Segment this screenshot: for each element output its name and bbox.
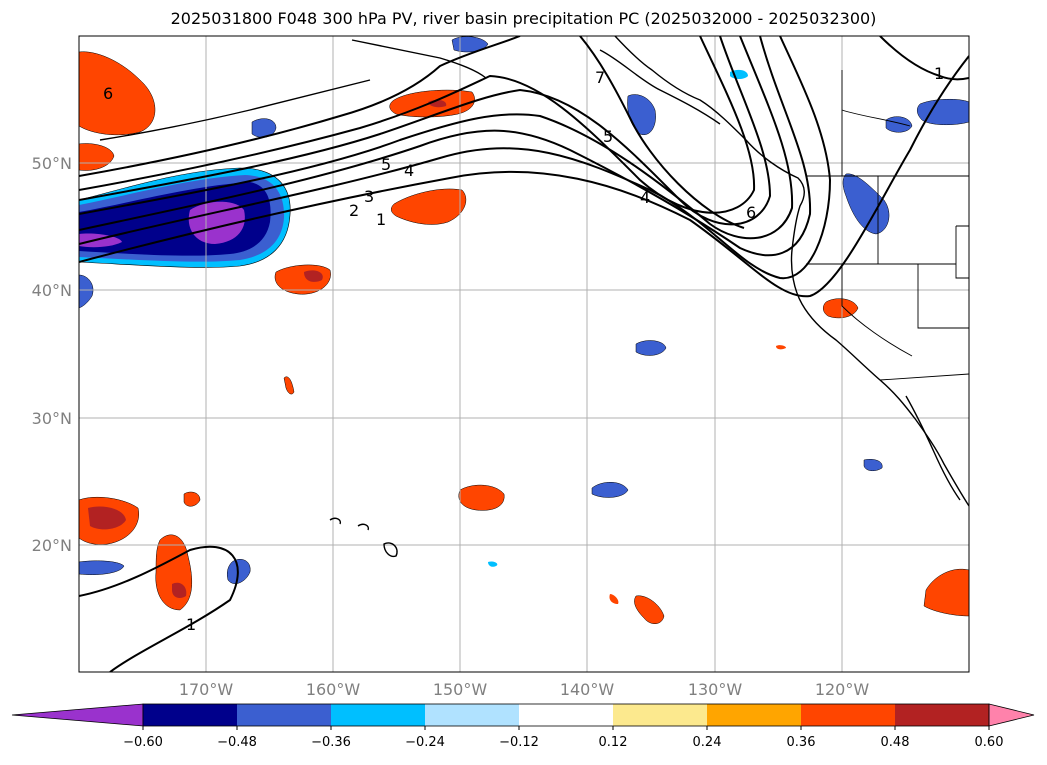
- pv-contour-7: [79, 36, 521, 177]
- colorbar-segment: [895, 704, 990, 726]
- colorbar-tick-label: 0.12: [599, 735, 628, 750]
- lon-label: 160°W: [306, 680, 361, 699]
- aleutians: [99, 79, 371, 141]
- colorbar-tick-label: 0.60: [975, 735, 1004, 750]
- colorbar-extend-max: [988, 703, 1035, 727]
- colorbar-tick-label: −0.12: [499, 735, 539, 750]
- contour-label: 1: [186, 615, 196, 634]
- precip-fills: [79, 36, 969, 624]
- north-america-coast: [614, 36, 969, 507]
- hawaii-3: [383, 542, 398, 558]
- contour-label: 1: [934, 64, 944, 83]
- colorbar: −0.60 −0.48 −0.36 −0.24 −0.12 0.12 0.24 0.36 0.4…: [11, 703, 1035, 750]
- alaska-coast: [351, 39, 487, 79]
- contour-label: 3: [364, 187, 374, 206]
- lat-label: 40°N: [32, 281, 72, 300]
- contour-label: 4: [640, 188, 650, 207]
- colorbar-tick-label: 0.36: [787, 735, 816, 750]
- lat-label: 50°N: [32, 154, 72, 173]
- hawaii-2: [357, 523, 370, 531]
- contour-label: 6: [746, 203, 756, 222]
- neg-band-purple: [188, 201, 245, 244]
- lon-axis-labels: 170°W 160°W 150°W 140°W 130°W 120°W: [179, 680, 870, 699]
- contour-label: 1: [376, 210, 386, 229]
- pv-contours: [79, 36, 969, 672]
- colorbar-tick-label: 0.24: [693, 735, 722, 750]
- contour-label: 2: [349, 201, 359, 220]
- pv-contour-4: [79, 36, 794, 240]
- pv-contour-labels: 6 5 4 3 2 1 7 5 4 6 1 1: [103, 64, 944, 634]
- colorbar-segment: [519, 704, 614, 726]
- gridlines: [79, 36, 969, 672]
- colorbar-segment: [707, 704, 802, 726]
- lon-label: 120°W: [815, 680, 870, 699]
- colorbar-segment: [237, 704, 332, 726]
- colorbar-extend-min: [11, 703, 144, 727]
- contour-label: 5: [381, 155, 391, 174]
- baja-california: [905, 395, 961, 501]
- colorbar-segment: [331, 704, 426, 726]
- pv-contour-east: [879, 36, 969, 81]
- lon-label: 140°W: [560, 680, 615, 699]
- chart-title: 2025031800 F048 300 hPa PV, river basin …: [170, 9, 877, 28]
- lon-label: 170°W: [179, 680, 234, 699]
- pv-contour-3: [79, 36, 812, 257]
- colorbar-tick-label: 0.48: [881, 735, 910, 750]
- contour-label: 4: [404, 161, 414, 180]
- pv-contour-6: [79, 36, 756, 214]
- colorbar-segment: [425, 704, 520, 726]
- pv-contour-5: [79, 36, 772, 226]
- contour-label: 7: [595, 68, 605, 87]
- alaska-islands: [599, 49, 721, 125]
- pos-nw: [79, 51, 156, 136]
- colorbar-tick-label: −0.60: [123, 735, 163, 750]
- map-frame: [78, 35, 970, 673]
- colorbar-segment: [801, 704, 896, 726]
- contour-label: 6: [103, 84, 113, 103]
- colorbar-segment: [143, 704, 238, 726]
- pv-contour-1: [79, 55, 969, 298]
- lon-label: 130°W: [688, 680, 743, 699]
- colorbar-tick-label: −0.36: [311, 735, 351, 750]
- pv-contour-south: [79, 545, 239, 672]
- contour-label: 5: [603, 127, 613, 146]
- colorbar-frame: [142, 703, 990, 727]
- borders: [806, 70, 969, 381]
- hawaii-1: [329, 517, 342, 525]
- pv-contour-tail: [579, 36, 745, 229]
- colorbar-segment: [613, 704, 708, 726]
- colorbar-tick-label: −0.24: [405, 735, 445, 750]
- lat-axis-labels: 50°N 40°N 30°N 20°N: [32, 154, 72, 555]
- lon-label: 150°W: [433, 680, 488, 699]
- lat-label: 30°N: [32, 409, 72, 428]
- lat-label: 20°N: [32, 536, 72, 555]
- coastlines: [99, 36, 969, 558]
- colorbar-tick-label: −0.48: [217, 735, 257, 750]
